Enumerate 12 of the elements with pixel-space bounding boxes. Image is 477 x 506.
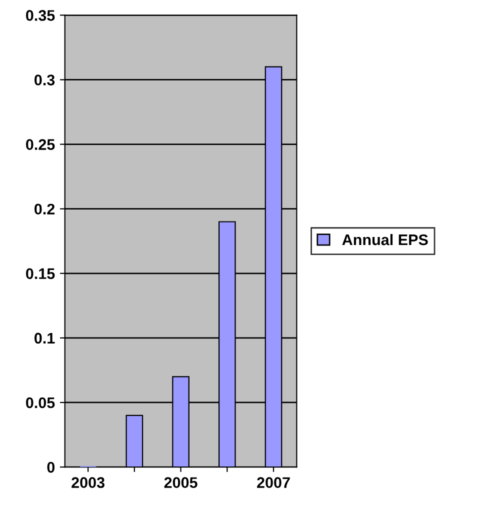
x-tick-label: 2007 bbox=[257, 477, 290, 488]
x-tick-label: 2003 bbox=[72, 477, 104, 488]
y-tick-label: 0.05 bbox=[26, 397, 55, 408]
y-tick-label: 0.3 bbox=[34, 74, 55, 86]
y-tick-label: 0 bbox=[47, 462, 55, 473]
y-tick-label: 0.15 bbox=[26, 268, 55, 280]
y-tick-label: 0.25 bbox=[26, 139, 55, 150]
legend-label: Annual EPS bbox=[342, 234, 428, 246]
y-tick-label: 0.1 bbox=[34, 332, 55, 344]
y-tick-label: 0.2 bbox=[34, 204, 55, 215]
x-tick-label: 2005 bbox=[164, 477, 198, 488]
y-tick-label: 0.35 bbox=[26, 10, 55, 21]
